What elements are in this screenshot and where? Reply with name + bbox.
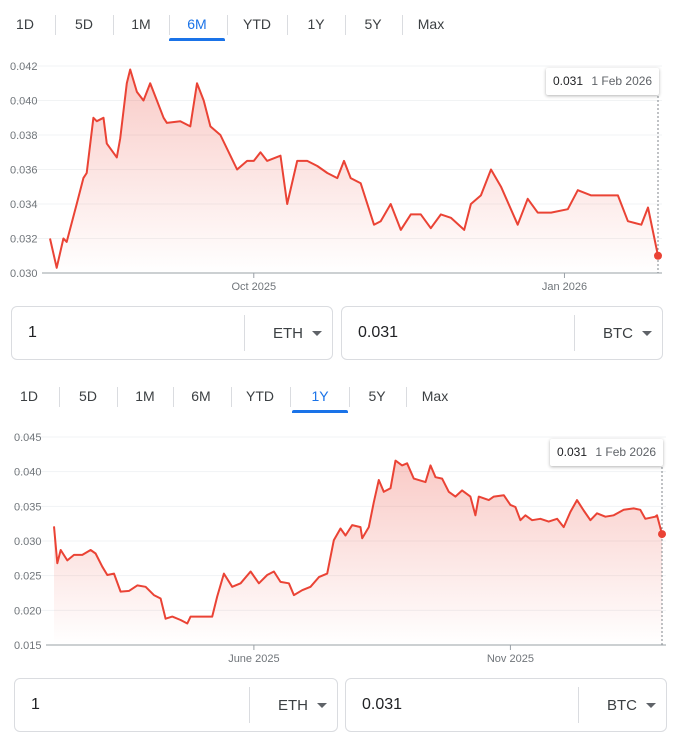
tab-1m[interactable]: 1M	[135, 388, 155, 404]
tooltip-value: 0.031	[553, 74, 584, 88]
tab-5d[interactable]: 5D	[75, 16, 93, 32]
tab-divider	[59, 387, 60, 407]
tab-divider	[345, 15, 346, 35]
area-fill	[54, 460, 662, 645]
from-unit-label: ETH	[273, 324, 303, 342]
from-unit-select[interactable]: ETH	[249, 687, 337, 723]
tab-divider	[173, 387, 174, 407]
price-line	[49, 68, 659, 269]
tab-divider	[231, 387, 232, 407]
from-currency-box: 1 ETH	[11, 306, 333, 360]
tab-5d[interactable]: 5D	[79, 388, 97, 404]
tab-5y[interactable]: 5Y	[368, 388, 386, 404]
to-unit-select[interactable]: BTC	[574, 315, 662, 351]
tab-divider	[290, 387, 291, 407]
tab-6m[interactable]: 6M	[191, 388, 211, 404]
tab-divider	[406, 387, 407, 407]
y-tick-label: 0.030	[14, 536, 42, 548]
y-tick-label: 0.045	[14, 432, 42, 444]
tab-1y[interactable]: 1Y	[292, 381, 348, 413]
from-amount-input[interactable]: 1	[28, 324, 37, 341]
chevron-down-icon	[642, 330, 652, 336]
y-tick-label: 0.036	[10, 165, 38, 177]
current-point-marker	[658, 530, 666, 539]
tooltip-value: 0.031	[557, 445, 588, 459]
y-tick-label: 0.034	[10, 199, 38, 211]
y-tick-label: 0.035	[14, 501, 42, 513]
y-tick-label: 0.025	[14, 571, 42, 583]
y-tick-label: 0.030	[10, 268, 38, 280]
tooltip-date: 1 Feb 2026	[595, 445, 657, 459]
tab-divider	[227, 15, 228, 35]
tab-divider	[287, 15, 288, 35]
chevron-down-icon	[646, 702, 656, 708]
tab-divider	[169, 15, 170, 35]
tab-6m[interactable]: 6M	[169, 9, 225, 41]
x-tick-label: Nov 2025	[487, 653, 534, 665]
to-currency-box: 0.031 BTC	[345, 678, 667, 732]
to-unit-label: BTC	[607, 696, 637, 714]
to-amount-input[interactable]: 0.031	[358, 324, 399, 341]
tab-1d[interactable]: 1D	[20, 388, 38, 404]
y-tick-label: 0.020	[14, 605, 42, 617]
price-chart-1y[interactable]: 0.015 0.020 0.025 0.030 0.035 0.040 0.045 June …	[0, 420, 678, 670]
price-line	[53, 459, 663, 625]
tab-5y[interactable]: 5Y	[364, 16, 382, 32]
to-amount-input[interactable]: 0.031	[362, 696, 403, 713]
tab-divider	[113, 15, 114, 35]
from-amount-input[interactable]: 1	[31, 696, 40, 713]
tab-1d[interactable]: 1D	[16, 16, 34, 32]
x-tick-label: Oct 2025	[231, 281, 276, 293]
tab-max[interactable]: Max	[421, 388, 449, 404]
range-tabs-1y-panel: 1D 5D 1M 6M YTD 1Y 5Y Max	[0, 381, 678, 413]
tab-divider	[55, 15, 56, 35]
chart-tooltip: 0.031 1 Feb 2026	[546, 68, 660, 95]
to-currency-box: 0.031 BTC	[341, 306, 663, 360]
chevron-down-icon	[317, 702, 327, 708]
tab-ytd[interactable]: YTD	[243, 16, 271, 32]
y-tick-label: 0.040	[14, 467, 42, 479]
tab-divider	[349, 387, 350, 407]
tab-max[interactable]: Max	[417, 16, 445, 32]
tab-1m[interactable]: 1M	[131, 16, 151, 32]
y-tick-label: 0.032	[10, 234, 38, 246]
chevron-down-icon	[312, 330, 322, 336]
y-tick-label: 0.015	[14, 640, 42, 652]
tooltip-date: 1 Feb 2026	[591, 74, 653, 88]
range-tabs-6m-panel: 1D 5D 1M 6M YTD 1Y 5Y Max	[0, 9, 678, 41]
from-currency-box: 1 ETH	[14, 678, 338, 732]
tab-divider	[402, 15, 403, 35]
tab-1y[interactable]: 1Y	[307, 16, 325, 32]
to-unit-label: BTC	[603, 324, 633, 342]
y-tick-label: 0.042	[10, 61, 38, 73]
area-fill	[50, 69, 658, 273]
y-tick-label: 0.038	[10, 130, 38, 142]
y-tick-label: 0.040	[10, 96, 38, 108]
tab-ytd[interactable]: YTD	[246, 388, 274, 404]
from-unit-select[interactable]: ETH	[244, 315, 332, 351]
chart-tooltip: 0.031 1 Feb 2026	[550, 439, 664, 466]
to-unit-select[interactable]: BTC	[578, 687, 666, 723]
price-chart-6m[interactable]: 0.030 0.032 0.034 0.036 0.038 0.040 0.042 Oct 2…	[0, 50, 678, 300]
x-tick-label: June 2025	[228, 653, 279, 665]
x-tick-label: Jan 2026	[542, 281, 587, 293]
tab-divider	[117, 387, 118, 407]
from-unit-label: ETH	[278, 696, 308, 714]
current-point-marker	[654, 251, 662, 260]
